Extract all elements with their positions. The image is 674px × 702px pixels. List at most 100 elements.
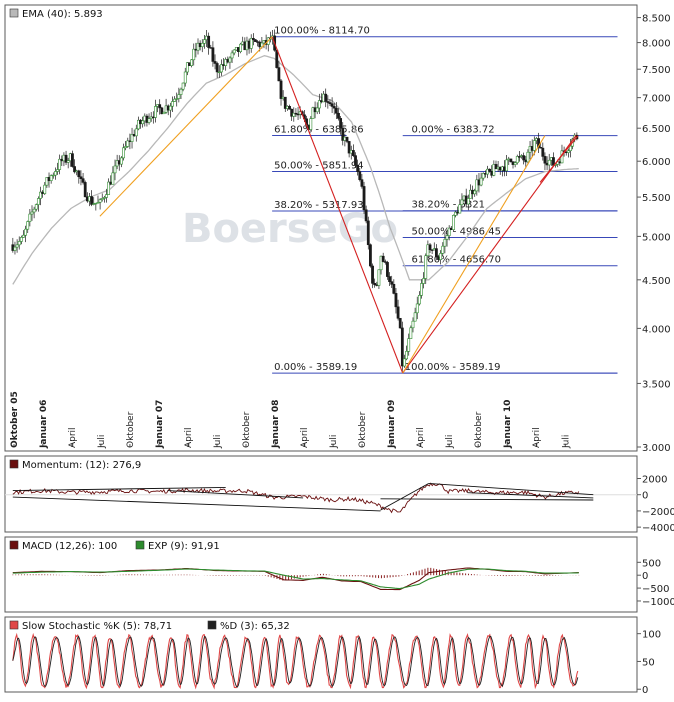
x-tick-label: Oktober 05 [10, 391, 20, 448]
candle-body [377, 269, 381, 286]
trend-line [402, 135, 546, 374]
candle-body [17, 241, 21, 246]
candle-body [168, 105, 172, 111]
candle-body [439, 253, 443, 260]
candle-body [294, 112, 298, 115]
candle-body [526, 151, 530, 163]
y-tick-label: 0 [642, 685, 648, 696]
candle-body [481, 173, 485, 179]
candle-body [160, 107, 164, 115]
candle-body [73, 166, 76, 173]
candle-body [392, 283, 396, 294]
candle-body [430, 249, 434, 251]
candle-body [22, 234, 25, 238]
candle-body [369, 244, 372, 267]
candle-body [232, 49, 236, 54]
candle-body [309, 118, 313, 130]
candle-body [403, 358, 406, 367]
candle-body [173, 98, 176, 102]
candle-body [283, 96, 287, 109]
candle-body [28, 213, 32, 222]
candle-body [364, 209, 368, 222]
candle-body [220, 64, 223, 73]
candle-body [124, 146, 128, 149]
candle-body [334, 107, 338, 114]
candle-body [473, 190, 477, 195]
x-tick-label: Oktober [358, 411, 368, 448]
momentum-trend-line [167, 490, 304, 499]
candle-body [162, 111, 166, 115]
candle-body [100, 198, 104, 200]
candle-body [277, 67, 281, 82]
candle-body [358, 171, 362, 180]
candle-body [105, 194, 108, 198]
candle-body [324, 93, 328, 102]
candle-body [469, 189, 472, 199]
x-tick-label: Juli [561, 435, 571, 449]
candle-body [126, 140, 130, 147]
x-tick-label: Juli [445, 435, 455, 449]
candle-body [64, 154, 68, 163]
legend-swatch [9, 620, 19, 630]
candle-body [458, 204, 462, 214]
fib-level-label: 50.00% - 5851.94 [274, 161, 363, 172]
y-tick-label: −4000 [642, 523, 674, 534]
candle-body [215, 63, 219, 73]
candle-body [475, 179, 479, 192]
candle-body [122, 147, 125, 159]
candle-body [341, 128, 345, 141]
candle-body [328, 102, 332, 105]
ema-line [12, 55, 579, 285]
legend-label: EMA (40): 5.893 [22, 9, 103, 20]
candle-body [360, 179, 364, 187]
stoch-k-line [12, 632, 579, 690]
candle-body [43, 184, 47, 194]
candle-body [347, 141, 351, 154]
candle-body [454, 211, 457, 216]
candle-body [488, 168, 492, 172]
candle-body [102, 197, 106, 199]
x-tick-label: Juli [213, 435, 223, 449]
legend-label: MACD (12,26): 100 [22, 541, 117, 552]
candle-body [317, 100, 321, 109]
candle-body [90, 196, 93, 205]
momentum-trend-line [12, 496, 381, 512]
x-tick-label: Juli [97, 435, 107, 449]
candle-body [183, 71, 187, 84]
candle-body [434, 248, 438, 258]
trend-line [99, 36, 273, 217]
x-tick-label: Juli [329, 435, 339, 449]
candle-body [415, 303, 419, 314]
candle-body [181, 82, 185, 90]
fib-level-label: 0.00% - 3589.19 [274, 362, 357, 373]
legend-swatch [207, 620, 217, 630]
y-tick-label: 8.000 [642, 39, 671, 50]
x-tick-label: Oktober [474, 411, 484, 448]
candle-body [79, 176, 83, 179]
y-tick-label: −500 [642, 584, 669, 595]
candle-body [337, 112, 340, 119]
candle-body [441, 245, 445, 254]
candle-body [539, 147, 543, 149]
candle-body [424, 255, 428, 279]
fib-level-label: 50.00% - 4986.45 [412, 226, 501, 237]
candle-body [345, 136, 349, 142]
candle-body [77, 170, 81, 178]
candle-body [428, 244, 432, 251]
candle-body [130, 134, 134, 142]
candle-body [179, 88, 183, 95]
candle-body [420, 283, 423, 296]
candle-body [354, 155, 357, 166]
candle-body [154, 106, 157, 118]
candle-body [51, 174, 55, 177]
chart-content: 8.500 8.000 7.500 7.000 6.500 6.000 5.500 5.000… [5, 8, 674, 696]
trend-line [402, 135, 577, 374]
candle-body [134, 128, 138, 137]
candle-body [111, 172, 115, 185]
candle-body [379, 255, 383, 271]
candle-body [405, 351, 408, 360]
candle-body [190, 59, 194, 66]
candle-body [119, 157, 123, 165]
candle-body [249, 37, 253, 49]
candle-body [422, 278, 426, 284]
